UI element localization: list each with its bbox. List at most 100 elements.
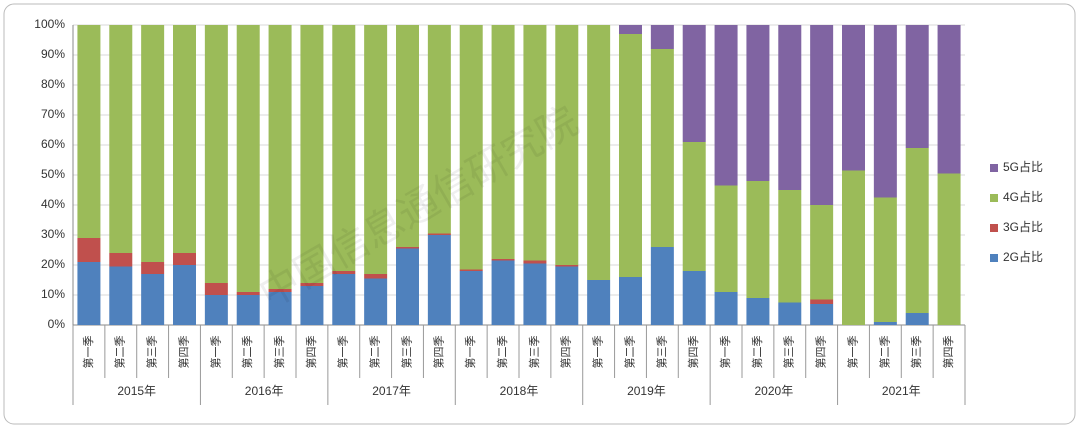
bar-segment (459, 25, 483, 270)
bar-segment (810, 304, 834, 325)
y-tick-label: 60% (41, 137, 65, 151)
x-tick-label: 第二季 (113, 336, 127, 369)
x-tick-label: 第二季 (877, 336, 891, 369)
bar-segment (555, 266, 579, 325)
y-tick-label: 10% (41, 287, 65, 301)
bar-segment (332, 271, 356, 274)
x-tick-label: 第三季 (399, 336, 413, 369)
y-tick-label: 0% (48, 317, 66, 331)
legend-label: 5G占比 (1003, 159, 1043, 174)
x-tick-label: 第二季 (368, 336, 382, 369)
bar-segment (746, 25, 770, 181)
x-tick-label: 第三季 (909, 336, 923, 369)
bar-segment (746, 298, 770, 325)
y-tick-label: 70% (41, 107, 65, 121)
legend-label: 4G占比 (1003, 189, 1043, 204)
bar-segment (491, 25, 515, 259)
bar-segment (236, 292, 260, 295)
bar-segment (300, 283, 324, 286)
y-tick-label: 20% (41, 257, 65, 271)
x-tick-label: 第四季 (941, 336, 955, 369)
bar-segment (173, 25, 196, 253)
legend-swatch (990, 194, 998, 202)
bar-segment (491, 259, 515, 261)
bar-segment (109, 253, 133, 267)
bar-segment (268, 289, 292, 292)
bar-segment (204, 295, 228, 325)
bar-segment (204, 283, 228, 295)
x-tick-label: 第四季 (814, 336, 828, 369)
bar-segment (746, 181, 770, 298)
x-tick-label: 第四季 (176, 336, 190, 369)
bar-segment (396, 25, 419, 247)
group-label: 2019年 (627, 384, 666, 398)
bar-segment (619, 25, 642, 34)
bar-segment (523, 260, 547, 264)
bar-segment (427, 25, 451, 234)
bar-segment (587, 25, 611, 280)
x-tick-label: 第一季 (81, 336, 95, 369)
bar-segment (364, 274, 388, 279)
bar-segment (427, 233, 451, 235)
bar-segment (332, 25, 356, 271)
bar-segment (842, 25, 865, 171)
bar-segment (650, 247, 674, 325)
x-tick-label: 第三季 (654, 336, 668, 369)
bar-segment (810, 205, 834, 300)
x-tick-label: 第四季 (686, 336, 700, 369)
y-tick-label: 90% (41, 47, 65, 61)
bar-segment (714, 185, 738, 292)
group-label: 2016年 (245, 384, 284, 398)
bar-segment (236, 295, 260, 325)
bar-segment (905, 313, 929, 325)
bar-segment (109, 266, 133, 325)
group-label: 2021年 (882, 384, 921, 398)
bar-segment (873, 197, 897, 322)
group-label: 2015年 (117, 384, 156, 398)
group-label: 2018年 (500, 384, 539, 398)
legend-swatch (990, 164, 998, 172)
x-tick-label: 第一季 (591, 336, 605, 369)
bar-segment (300, 286, 324, 325)
group-label: 2017年 (372, 384, 411, 398)
bar-segment (268, 292, 292, 325)
bar-segment (873, 25, 897, 198)
legend-label: 3G占比 (1003, 219, 1043, 234)
x-tick-label: 第二季 (622, 336, 636, 369)
y-tick-label: 80% (41, 77, 65, 91)
bar-segment (109, 25, 133, 253)
bar-segment (619, 277, 642, 325)
x-tick-label: 第一季 (463, 336, 477, 369)
x-tick-label: 第一季 (336, 336, 350, 369)
bar-segment (396, 247, 419, 249)
y-tick-label: 100% (34, 17, 65, 31)
bar-segment (682, 271, 706, 325)
x-tick-label: 第三季 (145, 336, 159, 369)
bar-segment (204, 25, 228, 283)
x-tick-label: 第二季 (750, 336, 764, 369)
bar-segment (873, 322, 897, 325)
bar-segment (682, 25, 706, 142)
y-tick-label: 30% (41, 227, 65, 241)
bar-segment (619, 34, 642, 277)
x-tick-label: 第一季 (208, 336, 222, 369)
bar-segment (396, 248, 419, 325)
bar-segment (937, 173, 961, 325)
legend-swatch (990, 254, 998, 262)
x-tick-label: 第一季 (718, 336, 732, 369)
x-tick-label: 第三季 (527, 336, 541, 369)
x-tick-label: 第四季 (431, 336, 445, 369)
bar-segment (173, 265, 196, 325)
bar-segment (459, 271, 483, 325)
bar-segment (810, 299, 834, 304)
bar-segment (778, 190, 802, 303)
bar-segment (268, 25, 292, 289)
bar-segment (587, 280, 611, 325)
x-tick-label: 第四季 (304, 336, 318, 369)
bar-segment (778, 302, 802, 325)
legend-label: 2G占比 (1003, 249, 1043, 264)
bar-segment (810, 25, 834, 205)
bar-segment (173, 253, 196, 265)
